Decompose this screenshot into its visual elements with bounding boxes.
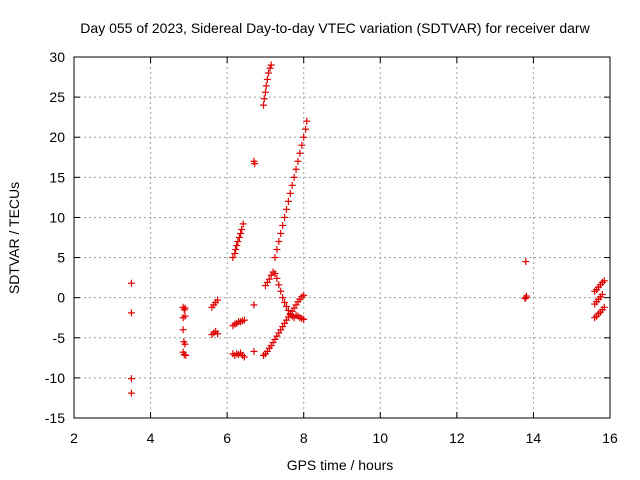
data-point <box>275 238 283 246</box>
data-point <box>264 69 272 77</box>
data-point <box>181 340 189 348</box>
data-point <box>281 213 289 221</box>
y-tick-label: 25 <box>49 89 65 105</box>
data-point <box>298 141 306 149</box>
data-point <box>234 238 242 246</box>
data-point <box>277 229 285 237</box>
data-point <box>266 64 274 72</box>
grid-layer <box>74 57 610 418</box>
data-point <box>250 347 258 355</box>
data-point <box>127 389 135 397</box>
x-tick-label: 4 <box>147 430 155 446</box>
data-point <box>265 275 273 283</box>
x-tick-label: 16 <box>602 430 618 446</box>
data-point <box>240 353 248 361</box>
data-point <box>181 304 189 312</box>
data-point <box>521 294 529 302</box>
data-point <box>292 165 300 173</box>
data-point <box>600 277 608 285</box>
data-point <box>127 309 135 317</box>
y-tick-label: -5 <box>53 330 66 346</box>
data-point <box>232 246 240 254</box>
data-point <box>235 234 243 241</box>
data-point <box>214 296 222 304</box>
data-point <box>263 75 271 83</box>
y-tick-label: 15 <box>49 169 65 185</box>
data-points <box>127 61 608 397</box>
data-point <box>279 294 287 302</box>
data-point <box>522 294 530 302</box>
data-point <box>239 220 247 228</box>
data-point <box>250 301 258 309</box>
data-point <box>271 254 279 262</box>
x-tick-label: 10 <box>372 430 388 446</box>
chart-title: Day 055 of 2023, Sidereal Day-to-day VTE… <box>80 20 590 36</box>
data-point <box>260 101 268 109</box>
data-point <box>286 189 294 197</box>
data-point <box>294 157 302 165</box>
data-point <box>282 302 290 310</box>
y-tick-label: 10 <box>49 209 65 225</box>
data-point <box>214 330 222 338</box>
data-point <box>290 173 298 181</box>
y-axis-label: SDTVAR / TECUs <box>6 182 22 294</box>
x-tick-label: 2 <box>70 430 78 446</box>
y-tick-label: 0 <box>57 290 65 306</box>
ticks-layer: 2 4 6 8 10 12 14 16 -15 -10 -5 0 5 10 15 20 25 30 <box>45 49 618 446</box>
data-point <box>284 197 292 205</box>
data-point <box>237 229 245 237</box>
data-point <box>275 281 283 289</box>
data-point <box>229 254 237 262</box>
plot-frame <box>73 56 611 419</box>
x-tick-label: 14 <box>526 430 542 446</box>
data-point <box>182 351 190 359</box>
data-point <box>261 88 269 96</box>
data-point <box>303 117 311 125</box>
y-tick-label: 20 <box>49 129 65 145</box>
data-point <box>180 306 188 314</box>
x-tick-label: 6 <box>223 430 231 446</box>
data-point <box>282 205 290 213</box>
data-point <box>273 246 281 254</box>
data-point <box>233 242 241 250</box>
data-point <box>127 375 135 383</box>
data-point <box>238 225 246 233</box>
y-tick-label: 30 <box>49 49 65 65</box>
data-point <box>288 181 296 189</box>
x-axis-label: GPS time / hours <box>287 457 394 473</box>
data-point <box>260 95 268 103</box>
data-point <box>522 258 530 266</box>
y-tick-label: -10 <box>45 370 65 386</box>
data-point <box>180 351 188 359</box>
data-point <box>127 279 135 287</box>
data-point <box>179 326 187 334</box>
data-point <box>240 316 248 324</box>
data-point <box>267 61 275 69</box>
data-point <box>273 274 281 282</box>
data-point <box>181 312 189 320</box>
x-tick-label: 12 <box>449 430 465 446</box>
data-point <box>300 133 308 141</box>
data-point <box>281 298 289 306</box>
data-point <box>279 221 287 229</box>
data-point <box>262 82 270 90</box>
data-point <box>251 160 259 168</box>
data-point <box>302 125 310 133</box>
data-point <box>300 291 308 299</box>
data-point <box>598 290 606 298</box>
x-tick-label: 8 <box>300 430 308 446</box>
data-point <box>296 149 304 157</box>
data-point <box>277 287 285 295</box>
y-tick-label: -15 <box>45 410 65 426</box>
data-point <box>231 250 239 258</box>
y-tick-label: 5 <box>57 250 65 266</box>
data-point <box>271 270 279 278</box>
data-point <box>300 315 308 323</box>
data-point <box>600 303 608 311</box>
